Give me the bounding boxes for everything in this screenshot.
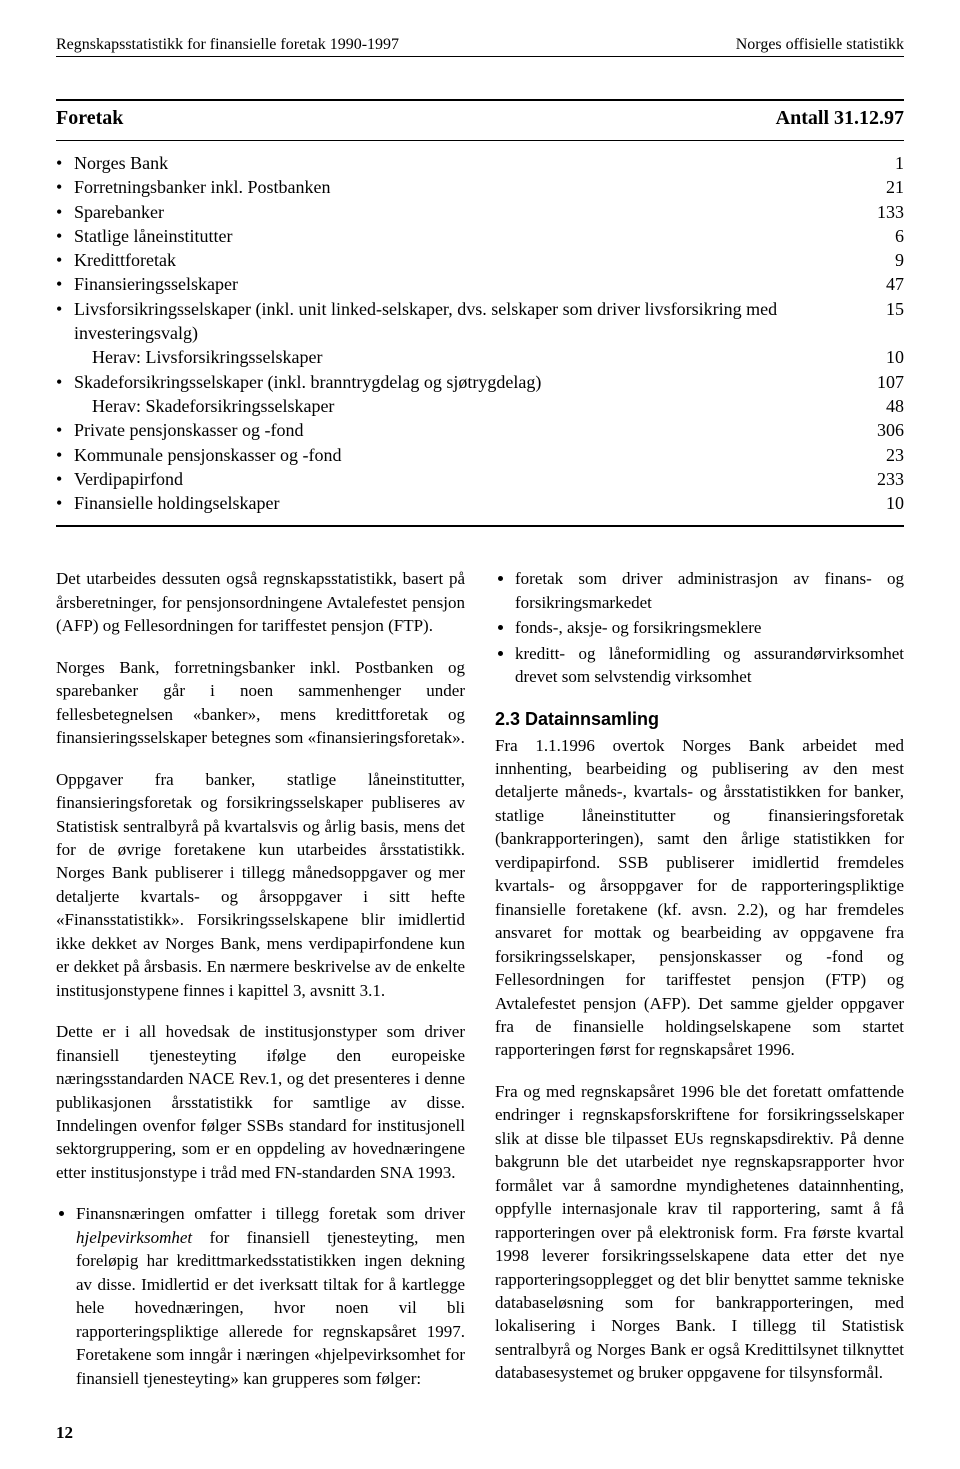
bullet-icon: • bbox=[56, 491, 74, 515]
page-number: 12 bbox=[56, 1423, 73, 1443]
bullet-icon: • bbox=[56, 272, 74, 296]
table-rows: •Norges Bank1•Forretningsbanker inkl. Po… bbox=[56, 151, 904, 515]
row-label: Finansieringsselskaper bbox=[74, 272, 844, 296]
row-value: 306 bbox=[844, 418, 904, 442]
table-row: •Statlige låneinstitutter6 bbox=[56, 224, 904, 248]
page: Regnskapsstatistikk for finansielle fore… bbox=[0, 0, 960, 1469]
row-value: 133 bbox=[844, 200, 904, 224]
table-row: •Private pensjonskasser og -fond306 bbox=[56, 418, 904, 442]
row-label: Statlige låneinstitutter bbox=[74, 224, 844, 248]
table-row: •Skadeforsikringsselskaper (inkl. brannt… bbox=[56, 370, 904, 394]
running-head-right: Norges offisielle statistikk bbox=[736, 36, 904, 54]
row-value: 23 bbox=[844, 443, 904, 467]
bullet-icon: • bbox=[56, 151, 74, 175]
table-row: •Sparebanker133 bbox=[56, 200, 904, 224]
row-label: Verdipapirfond bbox=[74, 467, 844, 491]
row-label: Skadeforsikringsselskaper (inkl. branntr… bbox=[74, 370, 844, 394]
right-column: foretak som driver administrasjon av fin… bbox=[495, 567, 904, 1408]
left-p2: Norges Bank, forretningsbanker inkl. Pos… bbox=[56, 656, 465, 750]
row-label: Livsforsikringsselskaper (inkl. unit lin… bbox=[74, 297, 844, 346]
left-bullet-1: Finansnæringen omfatter i tillegg foreta… bbox=[76, 1202, 465, 1390]
row-label: Private pensjonskasser og -fond bbox=[74, 418, 844, 442]
table-row: •Herav: Skadeforsikringsselskaper48 bbox=[56, 394, 904, 418]
row-label: Herav: Skadeforsikringsselskaper bbox=[74, 394, 844, 418]
right-bullet-3: kreditt- og låneformidling og assurandør… bbox=[515, 642, 904, 689]
bullet-icon: • bbox=[56, 248, 74, 272]
running-head-left: Regnskapsstatistikk for finansielle fore… bbox=[56, 36, 399, 54]
summary-table: Foretak Antall 31.12.97 •Norges Bank1•Fo… bbox=[56, 99, 904, 527]
bullet-icon: • bbox=[56, 370, 74, 394]
right-p2: Fra og med regnskapsåret 1996 ble det fo… bbox=[495, 1080, 904, 1385]
row-label: Forretningsbanker inkl. Postbanken bbox=[74, 175, 844, 199]
row-value: 6 bbox=[844, 224, 904, 248]
bullet-icon: • bbox=[56, 443, 74, 467]
table-row: •Kredittforetak9 bbox=[56, 248, 904, 272]
row-label: Finansielle holdingselskaper bbox=[74, 491, 844, 515]
table-row: •Verdipapirfond233 bbox=[56, 467, 904, 491]
table-row: •Kommunale pensjonskasser og -fond23 bbox=[56, 443, 904, 467]
bullet-icon: • bbox=[56, 224, 74, 248]
row-value: 48 bbox=[844, 394, 904, 418]
row-value: 9 bbox=[844, 248, 904, 272]
table-row: •Finansielle holdingselskaper10 bbox=[56, 491, 904, 515]
table-head-right: Antall 31.12.97 bbox=[776, 107, 904, 130]
row-value: 15 bbox=[844, 297, 904, 321]
bullet-icon: • bbox=[56, 467, 74, 491]
row-value: 1 bbox=[844, 151, 904, 175]
left-column: Det utarbeides dessuten også regnskapsst… bbox=[56, 567, 465, 1408]
bullet-icon: • bbox=[56, 418, 74, 442]
table-row: •Livsforsikringsselskaper (inkl. unit li… bbox=[56, 297, 904, 346]
left-p1: Det utarbeides dessuten også regnskapsst… bbox=[56, 567, 465, 637]
row-label: Norges Bank bbox=[74, 151, 844, 175]
right-p1: Fra 1.1.1996 overtok Norges Bank arbeide… bbox=[495, 734, 904, 1062]
table-head-left: Foretak bbox=[56, 107, 123, 130]
bullet-icon: • bbox=[56, 175, 74, 199]
row-value: 10 bbox=[844, 491, 904, 515]
section-heading-2-3: 2.3 Datainnsamling bbox=[495, 707, 904, 732]
row-value: 47 bbox=[844, 272, 904, 296]
right-bullet-1: foretak som driver administrasjon av fin… bbox=[515, 567, 904, 614]
right-bullet-2: fonds-, aksje- og forsikringsmeklere bbox=[515, 616, 904, 639]
row-label: Kredittforetak bbox=[74, 248, 844, 272]
bullet-icon: • bbox=[56, 297, 74, 321]
body-columns: Det utarbeides dessuten også regnskapsst… bbox=[56, 567, 904, 1408]
left-bullets: Finansnæringen omfatter i tillegg foreta… bbox=[56, 1202, 465, 1390]
left-p4: Dette er i all hovedsak de institusjonst… bbox=[56, 1020, 465, 1184]
left-bullet-1-em: hjelpevirksomhet bbox=[76, 1228, 192, 1247]
table-row: •Finansieringsselskaper47 bbox=[56, 272, 904, 296]
left-p3: Oppgaver fra banker, statlige låneinstit… bbox=[56, 768, 465, 1003]
row-value: 10 bbox=[844, 345, 904, 369]
row-value: 107 bbox=[844, 370, 904, 394]
table-head: Foretak Antall 31.12.97 bbox=[56, 107, 904, 141]
row-label: Kommunale pensjonskasser og -fond bbox=[74, 443, 844, 467]
table-row: •Forretningsbanker inkl. Postbanken21 bbox=[56, 175, 904, 199]
row-label: Herav: Livsforsikringsselskaper bbox=[74, 345, 844, 369]
row-value: 21 bbox=[844, 175, 904, 199]
table-row: •Herav: Livsforsikringsselskaper10 bbox=[56, 345, 904, 369]
bullet-icon: • bbox=[56, 200, 74, 224]
left-bullet-1-pre: Finansnæringen omfatter i tillegg foreta… bbox=[76, 1204, 465, 1223]
row-value: 233 bbox=[844, 467, 904, 491]
right-bullets: foretak som driver administrasjon av fin… bbox=[495, 567, 904, 688]
running-head: Regnskapsstatistikk for finansielle fore… bbox=[56, 36, 904, 57]
table-row: •Norges Bank1 bbox=[56, 151, 904, 175]
row-label: Sparebanker bbox=[74, 200, 844, 224]
left-bullet-1-post: for finansiell tjenesteyting, men forelø… bbox=[76, 1228, 465, 1388]
